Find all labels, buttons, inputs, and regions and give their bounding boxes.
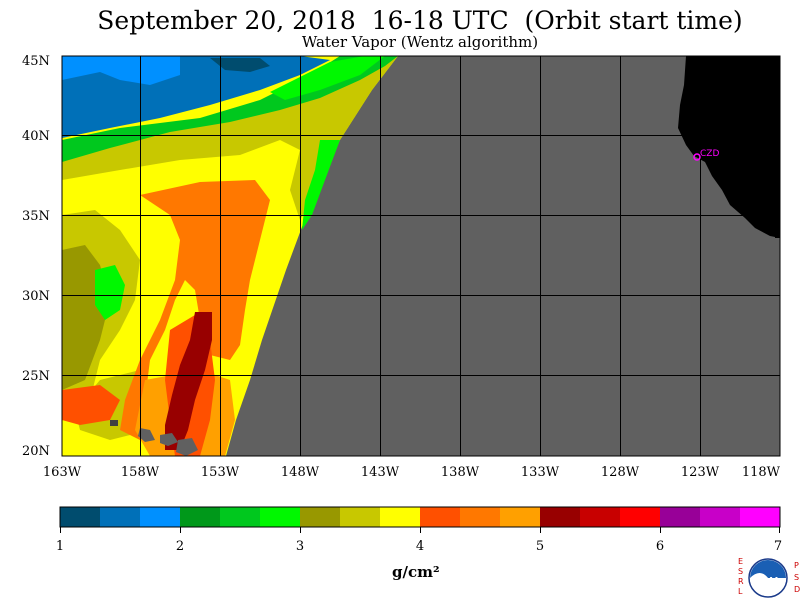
- lon-label: 118W: [742, 465, 781, 480]
- colorbar-swatch: [60, 507, 101, 527]
- colorbar-tick-label: 2: [176, 539, 184, 554]
- colorbar-swatch: [100, 507, 141, 527]
- swath-bright-green: [270, 56, 385, 100]
- noaa-logo: E S R L NOAA P S D: [738, 557, 800, 598]
- lon-label: 148W: [281, 465, 320, 480]
- svg-text:L: L: [738, 587, 743, 596]
- lat-label: 25N: [22, 369, 50, 384]
- water-vapor-map: CZD 45N 40N 35N 30N 25N 20N 163W 158W 15…: [22, 54, 781, 480]
- map-plot-area: [62, 56, 780, 456]
- swath-orange-south: [62, 385, 120, 425]
- swath-darkred-core: [165, 312, 212, 450]
- colorbar-tick-label: 3: [296, 539, 304, 554]
- svg-text:S: S: [794, 573, 799, 582]
- lat-label: 20N: [22, 444, 50, 459]
- svg-text:NOAA: NOAA: [757, 576, 780, 584]
- svg-text:P: P: [794, 561, 799, 570]
- esrl-letters: E S R L: [738, 557, 744, 596]
- svg-text:E: E: [738, 557, 743, 566]
- colorbar-swatch: [140, 507, 181, 527]
- swath-dark-blue: [210, 58, 270, 72]
- colorbar-swatch: [500, 507, 541, 527]
- swath-orange-plume: [120, 180, 270, 440]
- lon-label: 163W: [43, 465, 82, 480]
- swath-light-blue: [62, 56, 180, 85]
- colorbar-swatch: [700, 507, 741, 527]
- swath-green-patch: [95, 265, 125, 320]
- station-label: CZD: [700, 149, 719, 159]
- colorbar-tick-label: 6: [656, 539, 664, 554]
- station-marker: [693, 153, 701, 161]
- lat-label: 35N: [22, 209, 50, 224]
- land-california: [678, 56, 780, 238]
- colorbar-swatch: [540, 507, 581, 527]
- colorbar-tick-label: 5: [536, 539, 544, 554]
- colorbar-tick-label: 7: [774, 539, 782, 554]
- lat-label: 30N: [22, 289, 50, 304]
- lon-label: 153W: [201, 465, 240, 480]
- map-grid: [61, 55, 781, 457]
- colorbar-swatch: [580, 507, 621, 527]
- colorbar-swatch: [660, 507, 701, 527]
- lon-label: 133W: [521, 465, 560, 480]
- lon-label: 123W: [681, 465, 720, 480]
- colorbar-swatch: [300, 507, 341, 527]
- psd-letters: P S D: [794, 561, 800, 594]
- latitude-labels: 45N 40N 35N 30N 25N 20N: [22, 54, 50, 459]
- colorbar-tick-label: 4: [416, 539, 424, 554]
- colorbar-swatch: [180, 507, 221, 527]
- hawaii-islands: [110, 420, 198, 456]
- colorbar-tick-label: 1: [56, 539, 64, 554]
- colorbar-units: g/cm²: [392, 563, 440, 581]
- lon-label: 143W: [361, 465, 400, 480]
- colorbar-swatch: [260, 507, 301, 527]
- svg-text:R: R: [738, 577, 744, 586]
- lon-label: 128W: [601, 465, 640, 480]
- noaa-emblem-icon: NOAA: [748, 558, 788, 598]
- colorbar-swatch: [740, 507, 781, 527]
- colorbar-swatch: [220, 507, 261, 527]
- colorbar-swatch: [420, 507, 461, 527]
- colorbar: 1 2 3 4 5 6 7: [56, 506, 782, 554]
- colorbar-tick-labels: 1 2 3 4 5 6 7: [56, 539, 782, 554]
- lat-label: 40N: [22, 129, 50, 144]
- colorbar-swatch: [380, 507, 421, 527]
- svg-text:D: D: [794, 585, 800, 594]
- colorbar-swatch: [460, 507, 501, 527]
- colorbar-ticks: [60, 527, 780, 533]
- longitude-labels: 163W 158W 153W 148W 143W 138W 133W 128W …: [43, 465, 781, 480]
- lat-label: 45N: [22, 54, 50, 69]
- svg-text:S: S: [738, 567, 743, 576]
- lon-label: 138W: [441, 465, 480, 480]
- colorbar-swatches: [60, 507, 781, 527]
- map-title: September 20, 2018 16-18 UTC (Orbit star…: [97, 6, 743, 35]
- map-subtitle: Water Vapor (Wentz algorithm): [301, 33, 539, 51]
- swath-green-edge: [302, 140, 340, 230]
- colorbar-swatch: [620, 507, 661, 527]
- colorbar-swatch: [340, 507, 381, 527]
- lon-label: 158W: [121, 465, 160, 480]
